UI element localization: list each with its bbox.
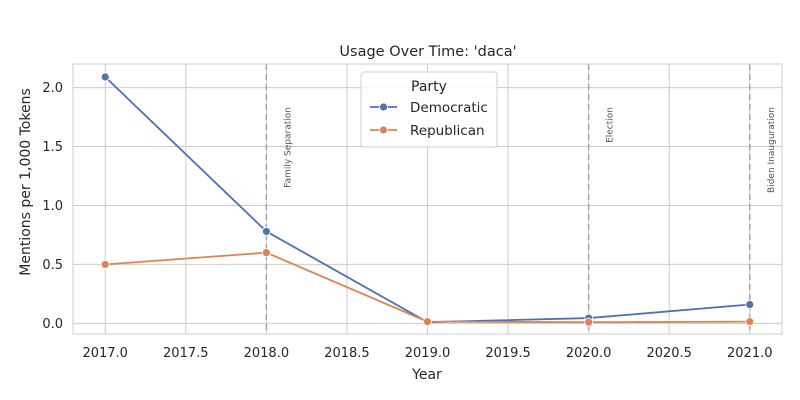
y-tick-label: 0.5 bbox=[42, 258, 63, 273]
y-tick-label: 0.0 bbox=[42, 317, 63, 332]
x-tick-label: 2018.0 bbox=[244, 346, 290, 361]
tick-labels: 2017.0 2017.5 2018.0 2018.5 2019.0 2019.5 2020… bbox=[42, 81, 772, 361]
chart-title: Usage Over Time: 'daca' bbox=[339, 44, 516, 60]
legend-swatch-marker bbox=[379, 102, 388, 112]
y-tick-label: 1.0 bbox=[42, 199, 63, 214]
y-tick-label: 1.5 bbox=[42, 140, 63, 155]
legend-box bbox=[360, 71, 498, 148]
event-marker-label: Biden Inauguration bbox=[767, 107, 777, 193]
legend-title: Party bbox=[411, 79, 447, 95]
series bbox=[100, 72, 755, 327]
x-tick-label: 2020.5 bbox=[646, 346, 692, 361]
data-point bbox=[745, 300, 755, 309]
x-tick-label: 2019.5 bbox=[485, 346, 531, 361]
data-point bbox=[584, 317, 594, 327]
x-tick-label: 2021.0 bbox=[727, 346, 773, 361]
legend-swatch-marker bbox=[379, 125, 388, 135]
y-axis-label: Mentions per 1,000 Tokens bbox=[18, 88, 34, 276]
data-point bbox=[261, 227, 271, 236]
x-tick-label: 2017.5 bbox=[163, 346, 209, 361]
plot-frame bbox=[72, 63, 783, 335]
y-tick-label: 2.0 bbox=[42, 81, 63, 96]
legend-label: Democratic bbox=[410, 100, 488, 116]
data-point bbox=[261, 248, 271, 258]
event-marker-label: Family Separation bbox=[283, 107, 293, 188]
legend-items: Democratic Republican bbox=[370, 100, 488, 139]
legend-label: Republican bbox=[410, 123, 485, 139]
x-tick-label: 2019.0 bbox=[405, 346, 451, 361]
data-point bbox=[100, 72, 110, 82]
x-tick-label: 2020.0 bbox=[566, 346, 612, 361]
legend: Party Democratic Republican bbox=[360, 71, 498, 148]
annotations: Family Separation Election Biden Inaugurat… bbox=[265, 64, 777, 334]
data-point bbox=[423, 317, 432, 327]
event-marker-label: Election bbox=[606, 107, 616, 143]
x-axis-label: Year bbox=[411, 367, 442, 383]
x-tick-label: 2017.0 bbox=[82, 346, 128, 361]
data-point bbox=[100, 260, 110, 269]
data-point bbox=[745, 317, 755, 327]
x-tick-label: 2018.5 bbox=[324, 346, 370, 361]
